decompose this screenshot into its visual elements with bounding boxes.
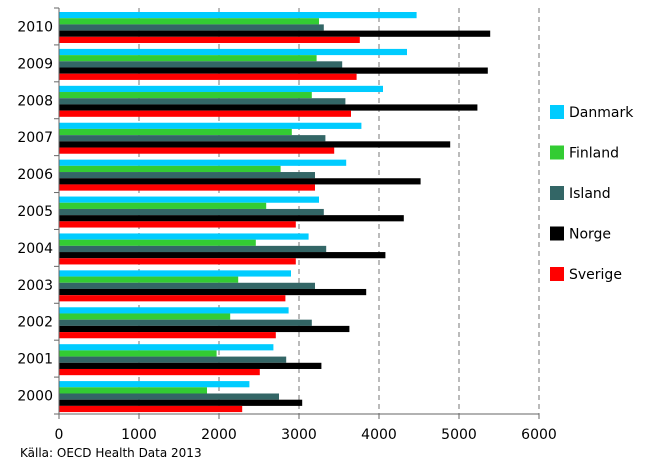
bar-sverige-2001	[59, 368, 260, 376]
legend-label-sverige: Sverige	[569, 267, 622, 283]
bar-danmark-2009	[59, 48, 407, 56]
bar-norge-2009	[59, 67, 488, 74]
bar-sverige-2009	[59, 73, 357, 80]
bar-finland-2001	[59, 350, 217, 357]
bar-island-2002	[59, 319, 312, 326]
bar-island-2001	[59, 356, 287, 363]
bar-sverige-2005	[59, 221, 296, 228]
x-tick-label-4000: 4000	[361, 427, 397, 443]
bar-finland-2009	[59, 55, 317, 62]
bar-norge-2010	[59, 30, 491, 37]
category-label-2005: 2005	[17, 204, 53, 220]
bar-norge-2002	[59, 325, 350, 333]
bar-danmark-2010	[59, 12, 417, 19]
bar-finland-2005	[59, 202, 267, 209]
bar-island-2003	[59, 282, 315, 289]
legend-swatch-island	[550, 186, 564, 200]
legend-label-norge: Norge	[569, 227, 611, 243]
category-label-2008: 2008	[17, 93, 53, 109]
legend-swatch-finland	[550, 145, 564, 160]
category-label-2006: 2006	[17, 167, 53, 183]
bar-finland-2006	[59, 165, 281, 173]
bar-sverige-2007	[59, 147, 335, 154]
bar-island-2005	[59, 208, 324, 216]
x-tick-label-6000: 6000	[521, 427, 557, 443]
bar-finland-2004	[59, 239, 256, 246]
category-labels: 2000 2001 2002 2003 2004 2005 2006 2007 2008 2009…	[17, 19, 53, 404]
bar-finland-2010	[59, 18, 319, 25]
category-label-2010: 2010	[17, 19, 53, 35]
bar-norge-2001	[59, 362, 322, 369]
bar-danmark-2008	[59, 85, 383, 93]
bar-norge-2007	[59, 141, 451, 148]
category-label-2000: 2000	[17, 389, 53, 405]
bar-sverige-2008	[59, 110, 351, 117]
category-label-2009: 2009	[17, 56, 53, 72]
x-tick-label-3000: 3000	[281, 427, 317, 443]
legend-swatch-danmark	[550, 105, 564, 119]
category-label-2001: 2001	[17, 352, 53, 368]
bar-sverige-2004	[59, 258, 296, 265]
x-tick-label-2000: 2000	[201, 427, 237, 443]
legend-label-island: Island	[569, 186, 611, 202]
x-tick-label-0: 0	[55, 427, 64, 443]
bar-danmark-2000	[59, 381, 250, 388]
legend-swatch-sverige	[550, 267, 564, 281]
bar-island-2006	[59, 172, 315, 179]
source-note: Källa: OECD Health Data 2013	[20, 446, 202, 460]
bar-island-2007	[59, 135, 326, 142]
bar-danmark-2006	[59, 159, 347, 166]
bar-norge-2008	[59, 104, 478, 111]
bar-sverige-2010	[59, 36, 360, 43]
bar-sverige-2002	[59, 332, 276, 339]
bars	[59, 12, 491, 413]
bar-danmark-2004	[59, 233, 309, 240]
bar-island-2009	[59, 61, 343, 68]
bar-finland-2000	[59, 387, 207, 394]
bar-island-2004	[59, 245, 327, 253]
category-label-2007: 2007	[17, 130, 53, 146]
bar-danmark-2001	[59, 344, 274, 351]
legend-label-finland: Finland	[569, 146, 619, 162]
bar-norge-2004	[59, 252, 386, 259]
category-label-2002: 2002	[17, 315, 53, 331]
bar-island-2008	[59, 98, 346, 105]
legend-label-danmark: Danmark	[569, 105, 634, 121]
x-tick-label-1000: 1000	[121, 427, 157, 443]
bar-danmark-2003	[59, 270, 291, 277]
x-tick-label-5000: 5000	[441, 427, 477, 443]
bar-sverige-2003	[59, 295, 286, 302]
bar-danmark-2007	[59, 122, 362, 129]
bar-island-2010	[59, 24, 324, 31]
axes	[54, 7, 540, 419]
bar-finland-2008	[59, 92, 312, 99]
bar-sverige-2006	[59, 184, 315, 191]
category-label-2003: 2003	[17, 278, 53, 294]
category-label-2004: 2004	[17, 241, 53, 257]
bar-norge-2006	[59, 178, 421, 185]
bar-finland-2002	[59, 313, 231, 320]
bar-danmark-2005	[59, 196, 319, 203]
bar-norge-2000	[59, 399, 303, 406]
bar-danmark-2002	[59, 307, 289, 314]
bar-finland-2003	[59, 276, 239, 283]
bar-norge-2003	[59, 288, 367, 296]
bar-norge-2005	[59, 215, 404, 222]
bar-finland-2007	[59, 128, 292, 136]
legend: Danmark Finland Island Norge Sverige	[550, 105, 634, 283]
bar-island-2000	[59, 393, 279, 400]
legend-swatch-norge	[550, 226, 564, 241]
x-tick-labels: 0 1000 2000 3000 4000 5000 6000	[55, 427, 557, 443]
bar-sverige-2000	[59, 405, 243, 413]
